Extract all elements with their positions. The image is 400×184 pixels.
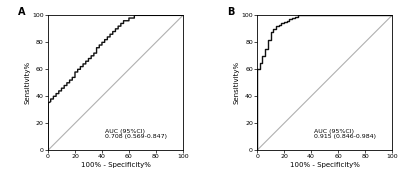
X-axis label: 100% - Specificity%: 100% - Specificity%: [290, 162, 360, 168]
X-axis label: 100% - Specificity%: 100% - Specificity%: [80, 162, 150, 168]
Text: AUC (95%CI)
0.708 (0.569-0.847): AUC (95%CI) 0.708 (0.569-0.847): [105, 129, 167, 139]
Text: A: A: [18, 7, 26, 17]
Y-axis label: Sensitivity%: Sensitivity%: [234, 61, 240, 104]
Y-axis label: Sensitivity%: Sensitivity%: [25, 61, 31, 104]
Text: AUC (95%CI)
0.915 (0.846-0.984): AUC (95%CI) 0.915 (0.846-0.984): [314, 129, 376, 139]
Text: B: B: [228, 7, 235, 17]
